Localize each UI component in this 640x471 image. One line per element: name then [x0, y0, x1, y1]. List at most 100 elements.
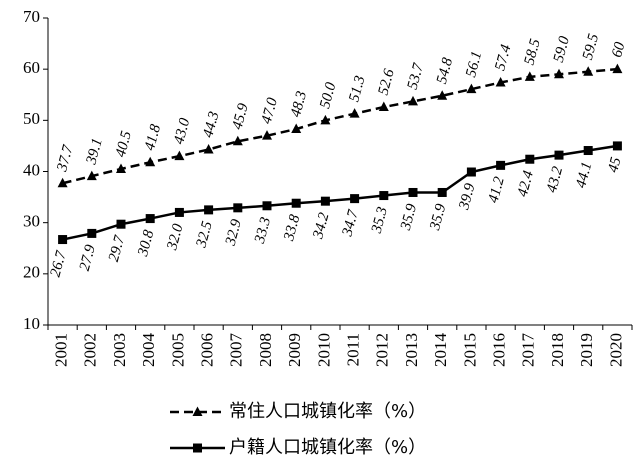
data-point: [408, 187, 418, 197]
data-point: [583, 66, 594, 76]
value-label: 33.3: [252, 216, 275, 246]
data-point: [525, 154, 535, 164]
value-label: 42.4: [515, 169, 537, 199]
value-label: 59.0: [551, 34, 573, 64]
value-label: 32.9: [222, 217, 245, 248]
value-label: 41.8: [142, 122, 164, 152]
y-tick-label: 40: [23, 160, 40, 179]
x-tick-label: 2018: [548, 333, 567, 367]
value-label: 44.1: [573, 160, 595, 189]
data-point: [320, 196, 330, 206]
data-point: [174, 150, 185, 161]
value-label: 44.3: [200, 110, 222, 139]
value-label: 33.8: [281, 213, 304, 244]
data-point: [87, 228, 97, 238]
x-tick-label: 2009: [285, 333, 304, 367]
data-point: [554, 150, 564, 160]
x-tick-label: 2010: [314, 333, 333, 367]
value-label: 47.0: [259, 96, 281, 126]
value-label: 45: [605, 155, 624, 174]
value-label: 30.8: [135, 228, 158, 259]
value-label: 54.8: [434, 56, 456, 86]
value-label: 56.1: [463, 50, 485, 79]
value-label: 59.5: [580, 32, 602, 62]
data-point: [320, 114, 331, 125]
value-label: 39.1: [83, 137, 106, 167]
legend-label: 常住人口城镇化率（%）: [229, 401, 426, 422]
x-tick-label: 2001: [52, 333, 71, 367]
x-tick-label: 2016: [490, 333, 509, 367]
data-point: [291, 123, 302, 134]
data-point: [612, 63, 623, 74]
legend-label: 户籍人口城镇化率（%）: [229, 437, 426, 458]
x-tick-label: 2017: [519, 333, 538, 368]
series-line: [62, 144, 618, 241]
y-tick-label: 50: [23, 109, 40, 128]
value-label: 43.0: [171, 116, 193, 146]
value-label: 39.9: [456, 181, 479, 212]
series-line: [62, 67, 618, 185]
data-point: [350, 194, 360, 204]
data-point: [291, 198, 301, 208]
x-tick-label: 2008: [256, 333, 275, 367]
data-point: [437, 90, 448, 100]
value-label: 43.2: [544, 164, 566, 194]
x-tick-label: 2006: [198, 333, 217, 367]
value-label: 34.2: [310, 210, 333, 241]
value-label: 32.5: [193, 219, 216, 250]
value-label: 27.9: [77, 243, 99, 273]
value-label: 26.7: [48, 248, 71, 279]
data-point: [203, 143, 214, 154]
y-tick-label: 30: [23, 212, 40, 231]
data-point: [262, 130, 272, 140]
x-tick-label: 2015: [460, 333, 479, 367]
value-label: 52.6: [376, 67, 398, 97]
data-point: [524, 71, 535, 81]
data-point: [145, 156, 156, 167]
y-tick-label: 70: [23, 7, 40, 26]
legend-marker: [192, 406, 203, 416]
x-tick-label: 2020: [606, 333, 625, 367]
data-point: [554, 68, 564, 79]
value-label: 29.7: [106, 233, 129, 264]
value-label: 37.7: [54, 142, 77, 174]
data-point: [233, 203, 243, 213]
data-point: [57, 177, 68, 188]
y-tick-label: 60: [23, 58, 40, 77]
data-point: [58, 235, 68, 245]
x-tick-label: 2004: [139, 333, 158, 368]
value-label: 32.0: [164, 222, 187, 253]
x-tick-label: 2005: [168, 333, 187, 367]
value-label: 58.5: [522, 37, 544, 67]
data-point: [583, 146, 593, 156]
data-point: [466, 167, 476, 177]
value-label: 34.7: [339, 207, 362, 239]
value-label: 45.9: [230, 101, 252, 131]
value-label: 53.7: [405, 60, 428, 91]
data-point: [378, 101, 389, 112]
x-tick-label: 2012: [373, 333, 392, 367]
value-label: 51.3: [346, 74, 368, 103]
x-tick-label: 2003: [110, 333, 129, 367]
data-point: [232, 135, 243, 146]
value-label: 48.3: [288, 89, 310, 118]
data-point: [262, 201, 272, 211]
data-point: [116, 219, 126, 229]
legend-marker: [193, 443, 202, 453]
y-tick-label: 10: [23, 314, 40, 333]
data-point: [496, 160, 506, 170]
x-tick-label: 2014: [431, 333, 450, 368]
data-point: [349, 108, 360, 118]
value-label: 35.9: [398, 202, 421, 233]
x-tick-label: 2007: [227, 333, 246, 368]
x-tick-label: 2013: [402, 333, 421, 367]
value-label: 35.3: [368, 205, 391, 235]
data-point: [612, 141, 622, 151]
value-label: 40.5: [113, 129, 135, 159]
data-point: [86, 170, 97, 181]
x-tick-label: 2002: [81, 333, 100, 367]
data-point: [495, 76, 506, 87]
data-point: [174, 207, 184, 217]
value-label: 50.0: [317, 80, 339, 110]
